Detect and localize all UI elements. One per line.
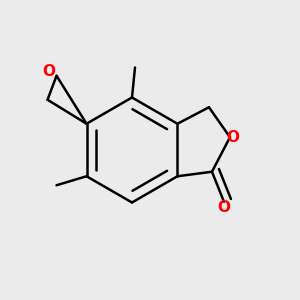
Text: O: O xyxy=(218,200,230,215)
Text: O: O xyxy=(43,64,56,79)
Text: O: O xyxy=(226,130,239,145)
